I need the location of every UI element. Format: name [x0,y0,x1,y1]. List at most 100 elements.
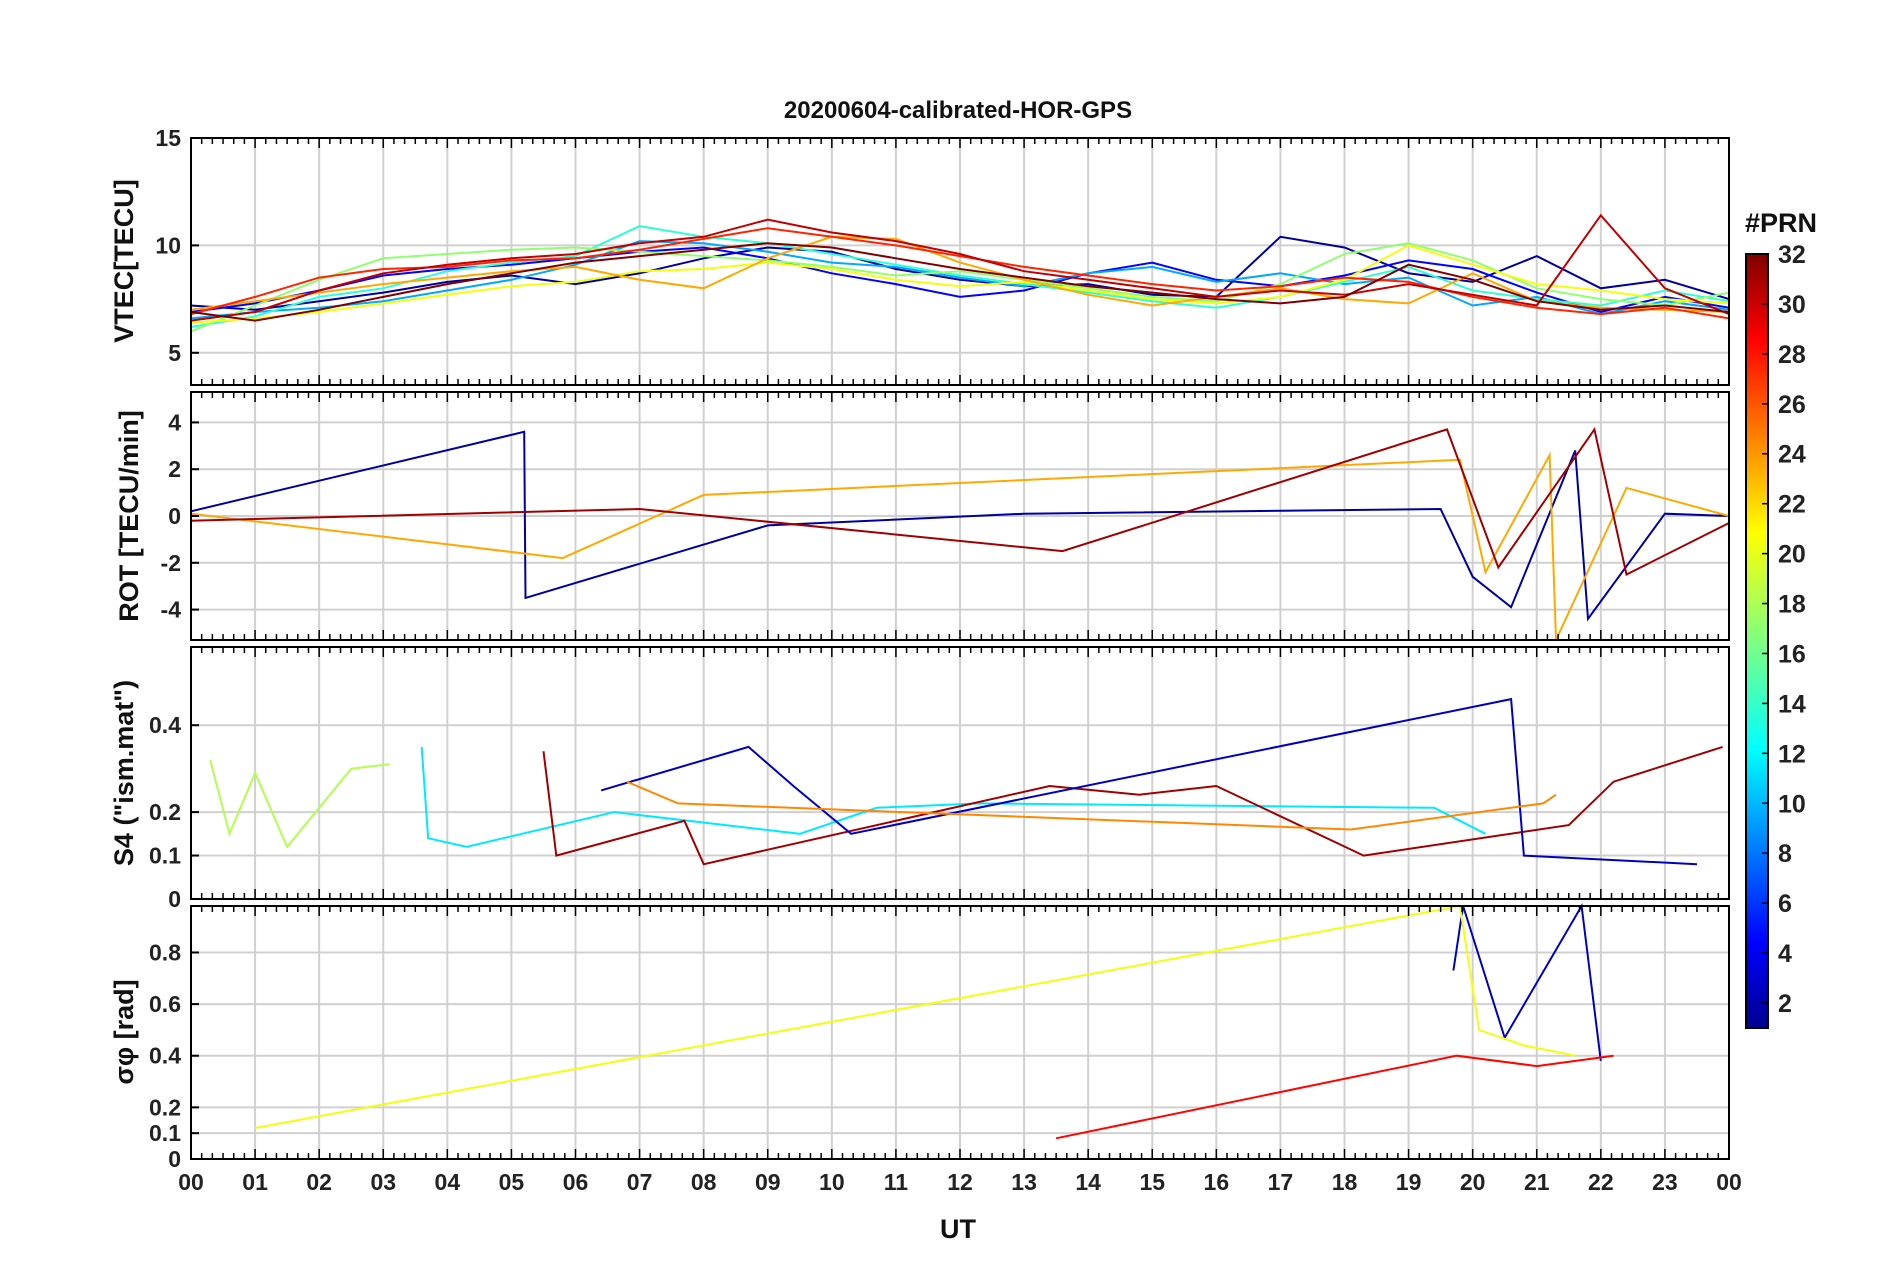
x-tick-label: 20 [1460,1169,1486,1195]
prn-20-line [254,904,1576,1129]
y-tick-label: 0 [168,503,181,529]
x-tick-label: 16 [1204,1169,1230,1195]
x-tick-label: 00 [178,1169,204,1195]
prn-3-line [1452,902,1602,1062]
x-tick-label: 01 [242,1169,268,1195]
colorbar-tick-label: 2 [1778,990,1792,1018]
colorbar-tick-label: 20 [1778,541,1806,569]
y-tick-label: 2 [168,456,181,482]
x-tick-label: 14 [1075,1169,1101,1195]
colorbar-tick-label: 10 [1778,790,1806,818]
y-ticks: 00.10.2 0.4 0.6 0.8 [149,906,1730,1172]
prn-5-line [190,246,1730,314]
series-lines [209,697,1723,866]
prn-24-line [626,780,1557,831]
y-tick-label: 0.6 [149,991,181,1017]
y-tick-label: 0.4 [149,712,181,738]
colorbar-tick-label: 22 [1778,491,1806,519]
prn-18-line [209,759,390,849]
series-lines [190,426,1730,641]
x-tick-label: 03 [370,1169,396,1195]
x-tick-label: 05 [499,1169,525,1195]
prn-31-line [542,745,1723,866]
x-tick-label: 06 [563,1169,589,1195]
prn-10-line [190,240,1730,320]
prn-32-line [190,242,1730,322]
colorbar-tick-label: 26 [1778,391,1806,419]
prn-3-line [600,697,1698,866]
colorbar-tick-label: 16 [1778,640,1806,668]
colorbar-tick-label: 30 [1778,291,1806,319]
y-tick-label: 5 [168,340,181,366]
prn-12-line [420,746,1486,848]
colorbar: #PRN 32 30 28 26 24 22 20 18 16 14 12 10 8 6 4 2 [1745,208,1817,1029]
y-axis-label: σφ [rad] [109,979,139,1084]
prn-27-line [190,227,1730,320]
panel-vtec: 5 10 15 VTEC[TECU] [109,125,1730,386]
x-tick-label: 19 [1396,1169,1422,1195]
prn-2-line [190,235,1730,311]
colorbar-ticks: 32 30 28 26 24 22 20 18 16 14 12 10 8 6 4 2 [1762,241,1806,1018]
x-tick-label: 18 [1332,1169,1358,1195]
panel-rot: -4 -2 0 2 4 ROT [TECU/min] [114,391,1730,641]
colorbar-tick-label: 28 [1778,341,1806,369]
x-tick-label: 12 [947,1169,973,1195]
series-lines [254,902,1614,1140]
y-tick-label: -2 [161,550,181,576]
series-lines [190,213,1730,333]
prn-23-line [190,235,1730,313]
y-tick-label: 0.4 [149,1043,181,1069]
y-tick-label: 0.8 [149,939,181,965]
x-tick-label: 10 [819,1169,845,1195]
prn-30-line [190,213,1730,322]
y-axis-label: VTEC[TECU] [109,179,139,343]
y-tick-label: 0 [168,886,181,912]
colorbar-tick-label: 8 [1778,840,1792,868]
colorbar-tick-label: 24 [1778,441,1806,469]
prn-14-line [190,225,1730,328]
panel-s4: 0 0.1 0.2 0.4 S4 ("ism.mat") [109,646,1730,912]
grid [191,647,1729,900]
y-tick-label: 15 [155,125,181,151]
x-tick-label: 04 [435,1169,461,1195]
prn-31-line [190,426,1730,576]
panel-sigma-phi: 00.10.2 0.4 0.6 0.8 σφ [rad] [109,902,1730,1172]
x-axis-label: UT [940,1214,976,1244]
y-axis-label: ROT [TECU/min] [114,410,144,621]
prn-28-line [1055,1054,1614,1140]
y-tick-label: 0.2 [149,799,181,825]
colorbar-tick-label: 12 [1778,740,1806,768]
prn-20-line [190,244,1730,324]
grid [191,137,1729,385]
prn-17-line [190,242,1730,333]
y-axis-label: S4 ("ism.mat") [109,680,139,866]
y-ticks: 5 10 15 [155,125,1730,385]
prn-2-line [190,430,1730,622]
y-tick-label: 0 [168,1146,181,1172]
x-tick-label: 11 [884,1169,909,1195]
x-tick-label: 22 [1588,1169,1614,1195]
x-tick-label: 13 [1011,1169,1037,1195]
y-tick-label: 0.2 [149,1094,181,1120]
grid [191,906,1729,1160]
y-ticks: -4 -2 0 2 4 [161,392,1730,640]
prn-23-line [190,451,1730,641]
y-ticks: 0 0.1 0.2 0.4 [149,647,1730,912]
x-axis-ticks: 00 01 02 03 04 05 06 07 08 09 10 11 12 13 14 15 16 17 18 19… [178,1169,1742,1195]
y-tick-label: -4 [161,597,182,623]
colorbar-gradient [1745,253,1769,1029]
colorbar-tick-label: 18 [1778,591,1806,619]
grid [191,392,1729,640]
x-tick-label: 09 [755,1169,781,1195]
y-tick-label: 4 [168,409,181,435]
y-tick-label: 10 [155,232,181,258]
x-tick-label: 00 [1716,1169,1742,1195]
x-tick-label: 08 [691,1169,717,1195]
x-tick-label: 23 [1652,1169,1678,1195]
x-tick-label: 07 [627,1169,653,1195]
x-tick-label: 02 [306,1169,332,1195]
x-tick-label: 17 [1268,1169,1294,1195]
colorbar-tick-label: 32 [1778,241,1806,269]
colorbar-tick-label: 6 [1778,890,1792,918]
